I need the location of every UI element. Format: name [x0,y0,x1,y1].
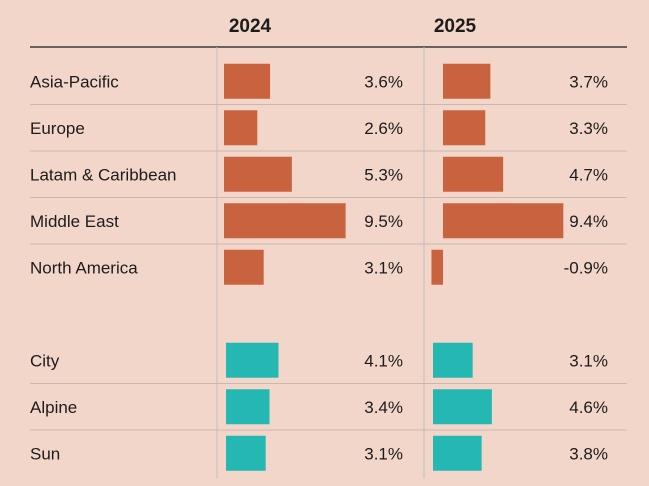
bar [443,156,504,192]
data-label: 3.4% [364,398,403,417]
bar [433,435,482,471]
data-label: 3.1% [364,258,403,277]
bar [226,389,270,425]
data-label: 5.3% [364,165,403,184]
data-label: 4.7% [569,165,608,184]
data-label: 9.4% [569,212,608,231]
row-label: Europe [30,119,85,138]
bar [224,110,258,146]
data-label: 4.1% [364,351,403,370]
row-label: Asia-Pacific [30,72,119,91]
bar [433,342,473,378]
data-label: 2.6% [364,119,403,138]
row-label: Middle East [30,212,119,231]
data-label: 3.6% [364,72,403,91]
bar [224,63,271,99]
row-label: North America [30,258,138,277]
column-header-2025: 2025 [434,16,477,37]
data-label: -0.9% [564,258,608,277]
bar [443,110,486,146]
bar [433,389,492,425]
row-label: Sun [30,444,60,463]
bar [226,435,266,471]
data-label: 3.8% [569,444,608,463]
bar [443,203,564,239]
bar [226,342,279,378]
bar [224,249,264,285]
bar [224,203,346,239]
column-header-2024: 2024 [229,16,272,37]
bar [443,63,491,99]
row-label: City [30,351,60,370]
data-label: 3.7% [569,72,608,91]
bar [224,156,292,192]
data-label: 3.1% [569,351,608,370]
data-label: 9.5% [364,212,403,231]
row-label: Alpine [30,398,77,417]
row-label: Latam & Caribbean [30,165,176,184]
data-label: 3.1% [364,444,403,463]
data-label: 3.3% [569,119,608,138]
data-label: 4.6% [569,398,608,417]
bar [431,249,443,285]
